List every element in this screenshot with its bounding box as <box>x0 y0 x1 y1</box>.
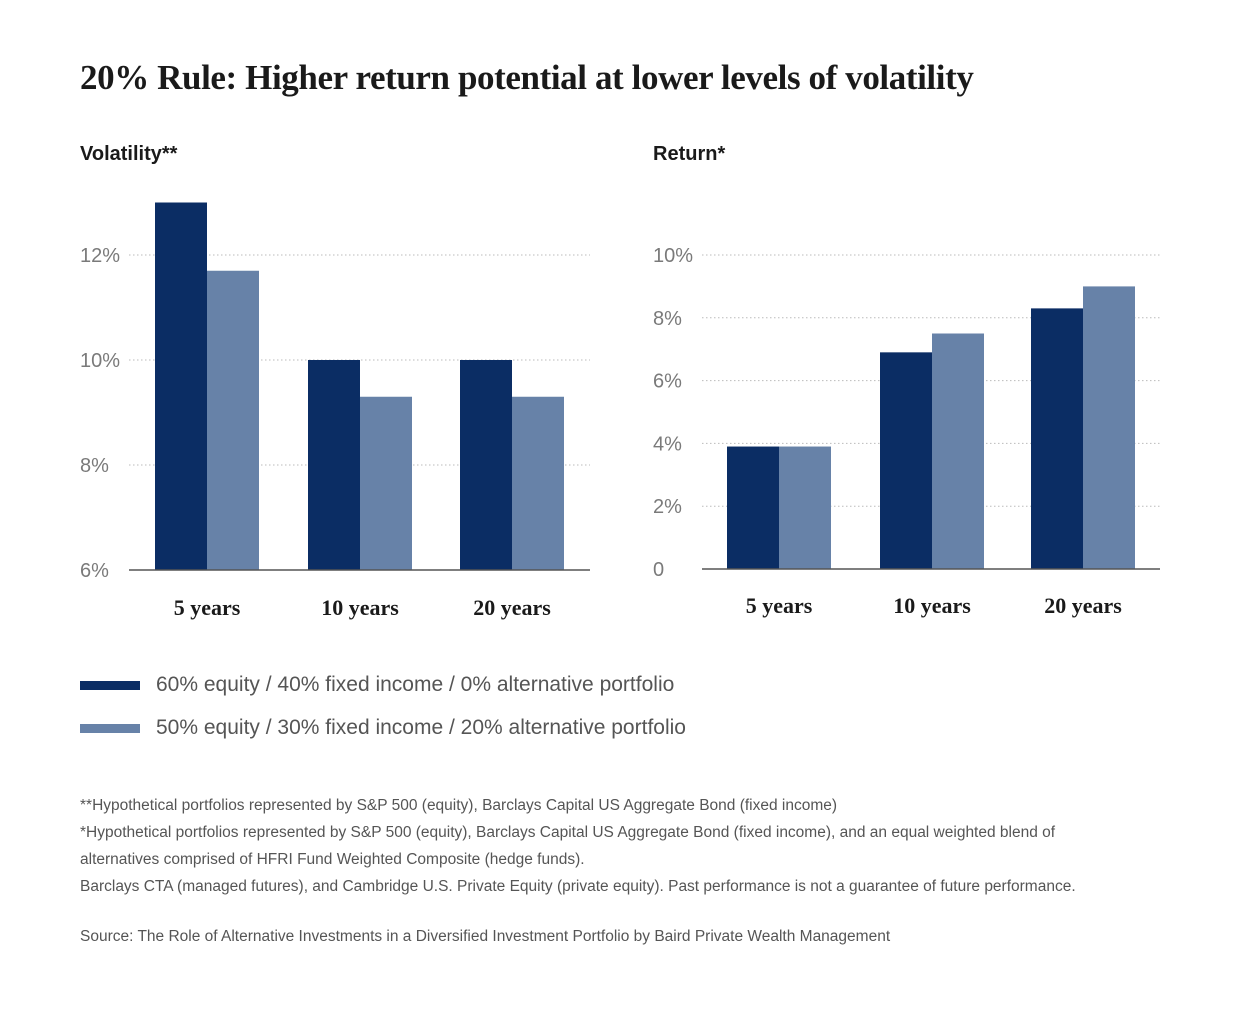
volatility-y-tick-label: 10% <box>80 350 120 372</box>
footnote-return-cont-2: Barclays CTA (managed futures), and Camb… <box>80 878 1076 895</box>
volatility-chart-title: Volatility** <box>80 143 178 165</box>
volatility-bar-series1-10-years <box>308 360 360 570</box>
volatility-bar-series2-20-years <box>512 396 564 570</box>
volatility-bar-series2-5-years <box>207 270 259 570</box>
return-bar-series2-20-years <box>1083 286 1135 569</box>
volatility-category-label: 20 years <box>473 595 551 620</box>
volatility-y-tick-label: 6% <box>80 560 109 582</box>
legend-swatch-series-1 <box>80 681 140 690</box>
volatility-bar-series1-20-years <box>460 360 512 570</box>
return-category-label: 5 years <box>746 593 813 618</box>
return-bar-series1-10-years <box>880 352 932 569</box>
volatility-category-label: 10 years <box>321 595 399 620</box>
volatility-category-label: 5 years <box>174 595 241 620</box>
legend-label-series-2: 50% equity / 30% fixed income / 20% alte… <box>156 716 686 739</box>
return-y-tick-label: 10% <box>653 245 693 267</box>
page-title: 20% Rule: Higher return potential at low… <box>80 58 974 97</box>
return-bar-series2-10-years <box>932 333 984 569</box>
return-bar-series2-5-years <box>779 446 831 569</box>
return-y-tick-label: 0 <box>653 559 664 581</box>
source-note: Source: The Role of Alternative Investme… <box>80 928 891 945</box>
return-bar-series1-20-years <box>1031 308 1083 569</box>
footnote-return: *Hypothetical portfolios represented by … <box>80 824 1056 841</box>
volatility-bar-series1-5-years <box>155 202 207 570</box>
footnotes: **Hypothetical portfolios represented by… <box>80 792 1160 900</box>
return-y-tick-label: 2% <box>653 496 682 518</box>
return-category-label: 10 years <box>893 593 971 618</box>
return-bar-series1-5-years <box>727 446 779 569</box>
return-y-tick-label: 8% <box>653 308 682 330</box>
footnote-volatility: **Hypothetical portfolios represented by… <box>80 797 838 814</box>
volatility-y-tick-label: 8% <box>80 455 109 477</box>
legend-label-series-1: 60% equity / 40% fixed income / 0% alter… <box>156 673 675 696</box>
volatility-bar-series2-10-years <box>360 396 412 570</box>
legend-swatch-series-2 <box>80 724 140 733</box>
return-y-tick-label: 6% <box>653 371 682 393</box>
footnote-return-cont-1: alternatives comprised of HFRI Fund Weig… <box>80 851 585 868</box>
return-category-label: 20 years <box>1044 593 1122 618</box>
return-y-tick-label: 4% <box>653 433 682 455</box>
volatility-y-tick-label: 12% <box>80 245 120 267</box>
return-chart-title: Return* <box>653 143 726 165</box>
